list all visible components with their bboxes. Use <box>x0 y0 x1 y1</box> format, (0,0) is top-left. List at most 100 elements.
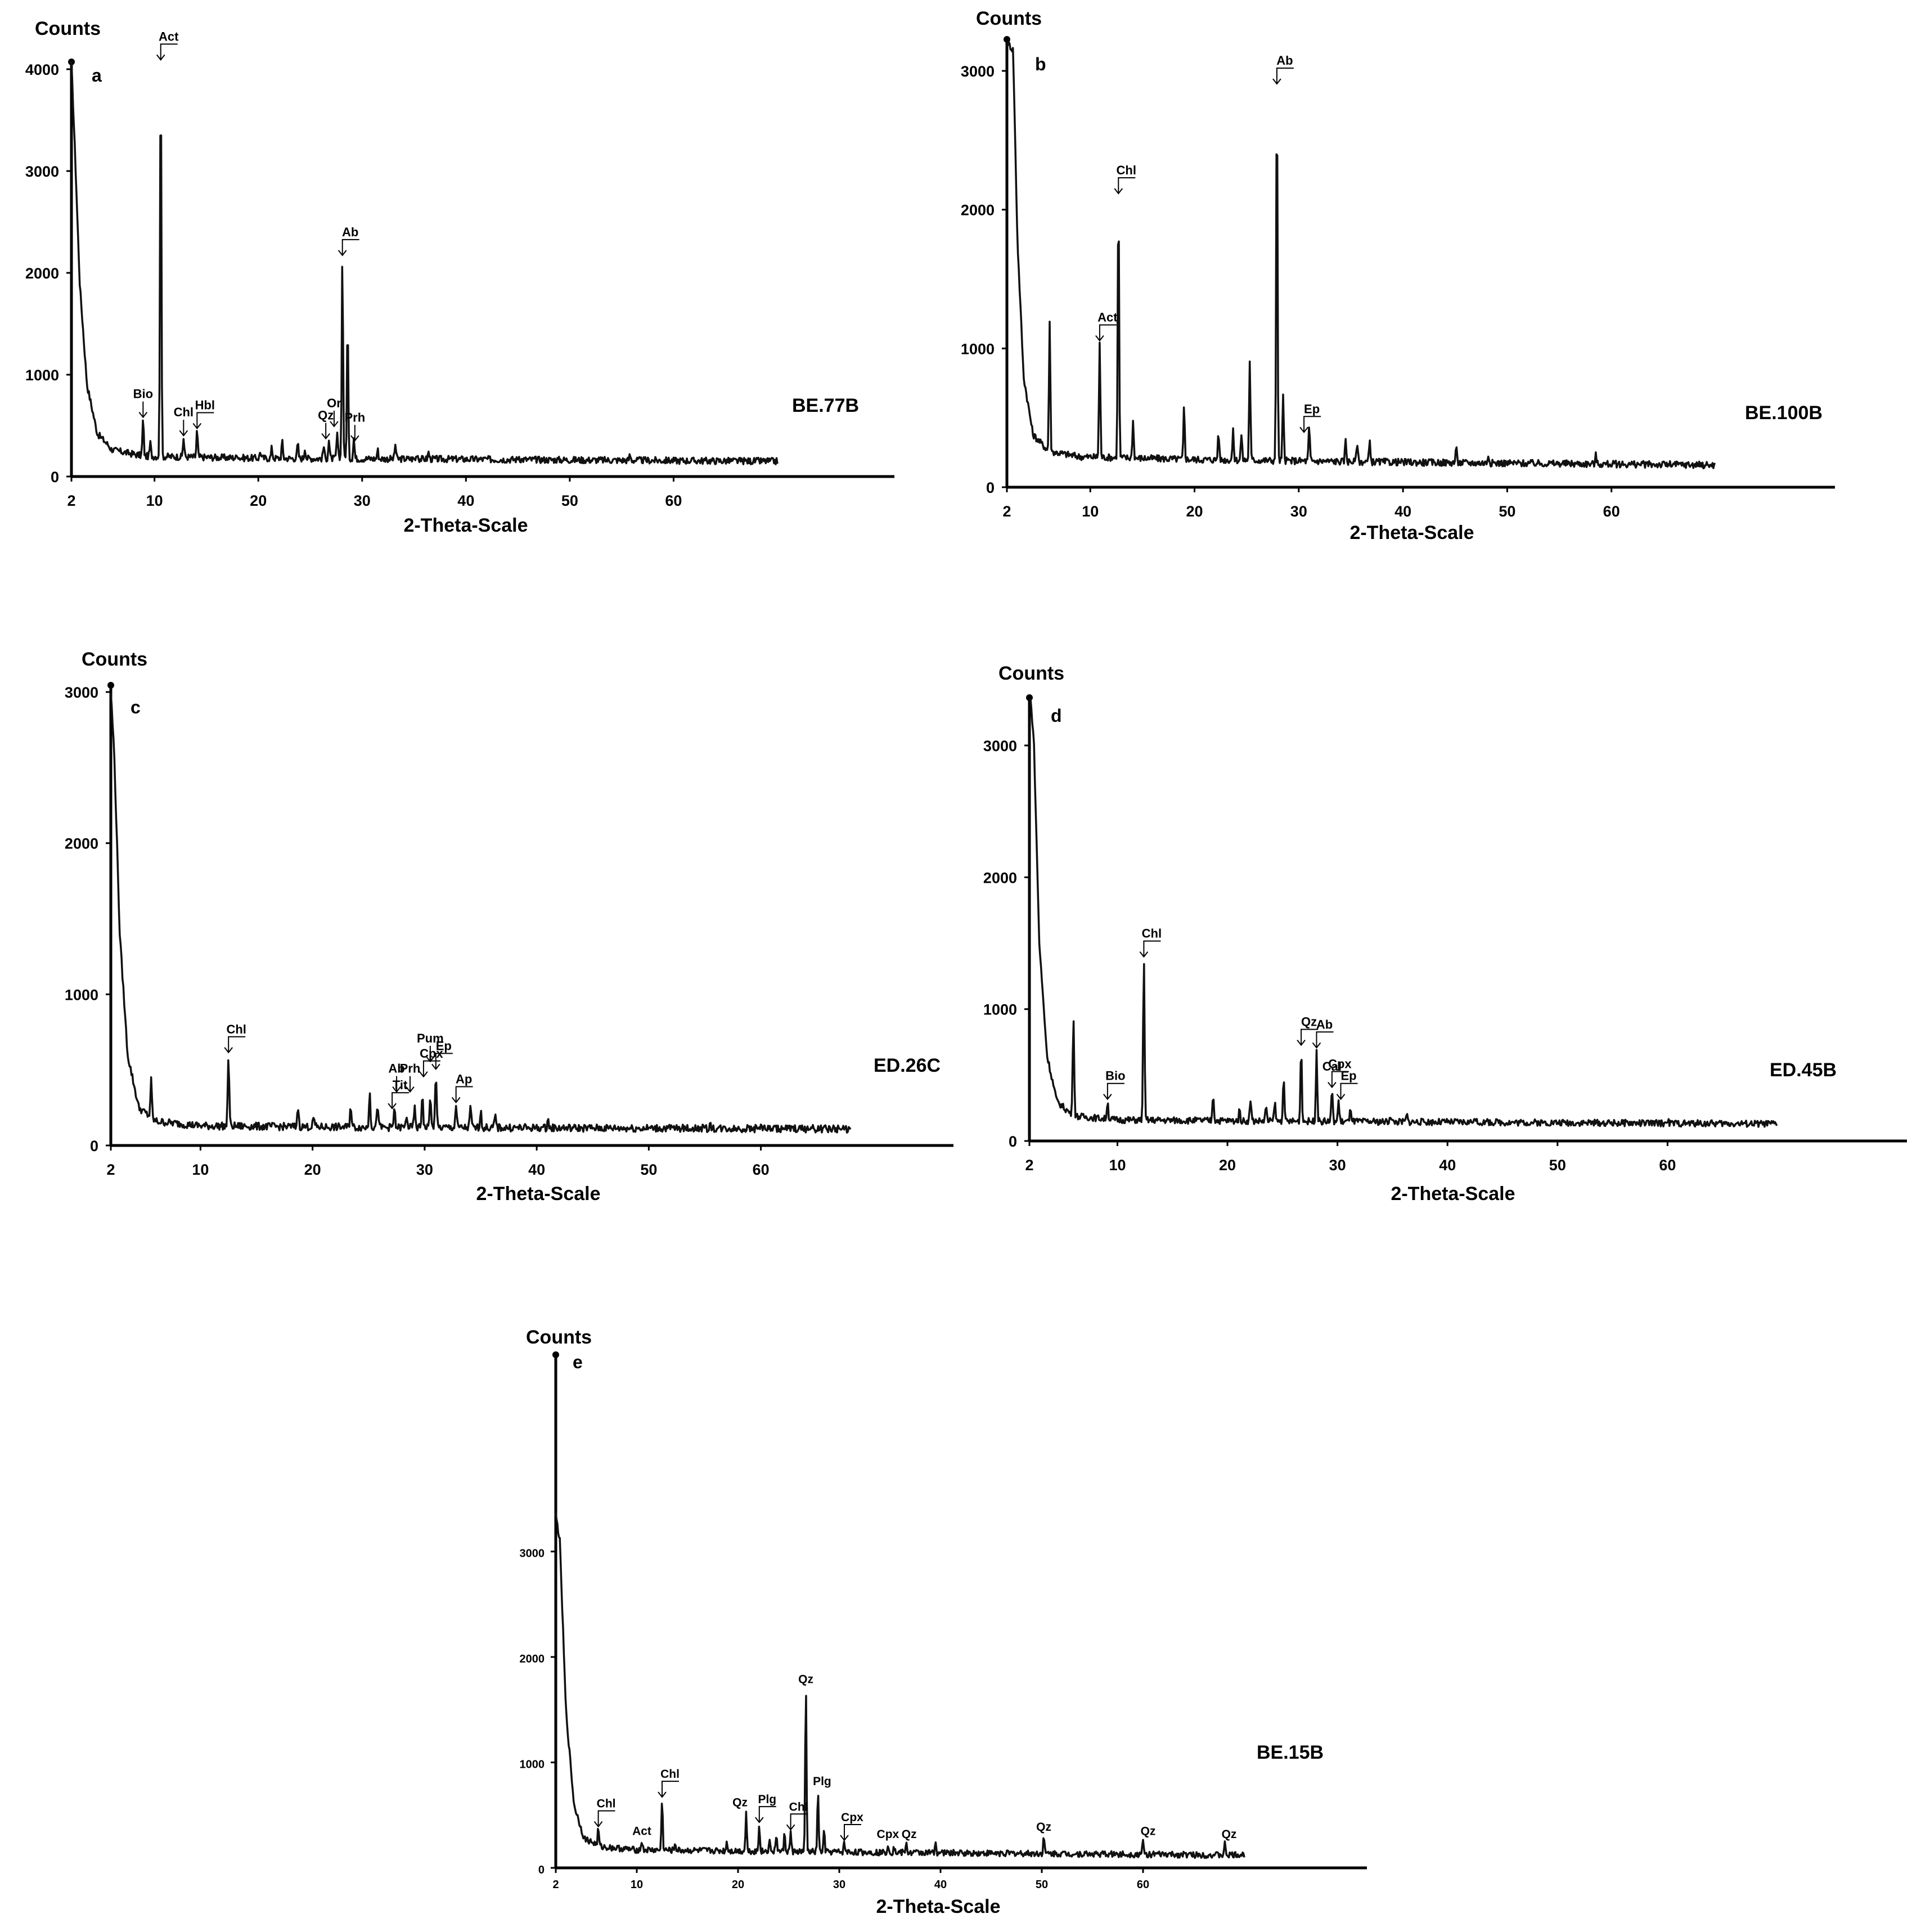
arrow-line <box>1316 1031 1334 1048</box>
peak-annotation: Chl <box>786 1800 808 1831</box>
peak-annotation: Plg <box>813 1775 831 1788</box>
arrow-head <box>431 1063 440 1070</box>
arrow-line <box>1143 940 1161 957</box>
peak-label: Chl <box>174 405 194 419</box>
peak-label: Ab <box>1316 1017 1333 1031</box>
x-tick-label: 2 <box>1025 1157 1033 1174</box>
y-tick-label: 3000 <box>983 738 1017 754</box>
arrow-head <box>1095 335 1104 342</box>
peak-label: Qz <box>798 1673 813 1686</box>
peak-label: Prh <box>345 410 366 424</box>
x-tick-label: 60 <box>1659 1157 1676 1174</box>
y-tick-label: 3000 <box>65 684 98 701</box>
peak-label: Qz <box>318 408 334 423</box>
peak-label: Qz <box>1301 1015 1317 1029</box>
peak-annotation: Chl <box>1114 163 1136 195</box>
x-tick-label: 30 <box>1329 1157 1346 1174</box>
arrow-line <box>435 1053 453 1070</box>
sample-label: BE.15B <box>1257 1742 1324 1763</box>
x-tick-label: 10 <box>1082 503 1099 520</box>
peak-annotation: Qz <box>1297 1015 1319 1046</box>
peak-label: Chl <box>1117 163 1136 177</box>
arrow-head <box>321 433 330 440</box>
arrow-head <box>138 412 148 419</box>
arrow-head <box>156 54 165 61</box>
peak-label: Plg <box>813 1775 831 1788</box>
y-tick-label: 2000 <box>520 1653 545 1665</box>
peak-annotation: Qz <box>1222 1828 1237 1841</box>
peak-annotation: Prh <box>345 410 366 442</box>
x-tick-label: 20 <box>250 492 267 509</box>
peak-label: Qz <box>732 1796 748 1809</box>
x-tick-label: 50 <box>1549 1157 1566 1174</box>
peak-label: Act <box>632 1825 651 1837</box>
y-tick-label: 1000 <box>983 1001 1017 1018</box>
peak-annotation: Ab <box>1312 1017 1334 1049</box>
peak-label: Bio <box>133 387 153 401</box>
diffraction-trace <box>110 693 852 1134</box>
peak-label: Chl <box>660 1768 680 1781</box>
peak-annotation: Chl <box>658 1768 680 1798</box>
x-tick-label: 50 <box>1499 503 1515 520</box>
peak-annotation: Qz <box>1036 1821 1051 1834</box>
x-tick-label: 40 <box>934 1879 947 1891</box>
x-tick-label: 40 <box>457 492 474 509</box>
arrow-head <box>330 421 339 428</box>
arrow-line <box>1301 1028 1319 1045</box>
arrow-head <box>1272 78 1281 85</box>
x-tick-label: 2 <box>67 492 75 509</box>
arrow-line <box>160 43 178 60</box>
x-axis-title: 2-Theta-Scale <box>1349 522 1474 543</box>
peak-annotation: Bio <box>133 387 153 419</box>
peak-label: Ap <box>456 1072 472 1086</box>
arrow-head <box>1312 1042 1321 1049</box>
panel-letter: c <box>131 697 141 717</box>
arrow-head <box>1336 1094 1346 1100</box>
sample-label: ED.45B <box>1770 1059 1837 1081</box>
arrow-head <box>1299 426 1308 433</box>
axis-end-dot <box>552 1351 559 1358</box>
y-tick-label: 2000 <box>25 265 59 282</box>
peak-label: Chl <box>226 1022 246 1036</box>
peak-annotation: Act <box>632 1825 651 1837</box>
peak-annotation: Ap <box>451 1072 473 1104</box>
arrow-head <box>840 1835 849 1841</box>
peak-annotation: Ab <box>388 1062 405 1093</box>
x-tick-label: 60 <box>665 492 682 509</box>
x-tick-label: 20 <box>1186 503 1203 520</box>
arrow-line <box>341 239 359 255</box>
panel-letter: d <box>1051 706 1062 726</box>
x-axis-title: 2-Theta-Scale <box>476 1183 600 1205</box>
peak-annotation: Chl <box>1139 927 1162 958</box>
arrow-line <box>844 1824 861 1841</box>
y-tick-label: 0 <box>986 479 995 496</box>
panel-letter: a <box>92 65 102 86</box>
peak-annotation: Plg <box>755 1793 776 1823</box>
panel-d: 2 10 20 30 40 50 60 0 1000 2000 3000 Counts d ED.45B 2… <box>983 663 1907 1205</box>
peak-label: Ep <box>1340 1069 1356 1083</box>
y-tick-label: 2000 <box>65 835 98 852</box>
y-tick-label: 0 <box>90 1138 98 1154</box>
y-tick-label: 1000 <box>961 340 995 357</box>
arrow-head <box>392 1086 401 1093</box>
arrow-line <box>1099 324 1117 341</box>
peak-annotation: Cpx <box>840 1811 863 1841</box>
diffraction-trace <box>70 61 779 466</box>
arrow-line <box>422 1060 440 1077</box>
peak-label: Ab <box>342 225 358 239</box>
peak-label: Cpx <box>1328 1057 1352 1071</box>
x-tick-label: 40 <box>1394 503 1411 520</box>
arrow-head <box>786 1824 795 1831</box>
peak-label: Ep <box>436 1039 452 1053</box>
arrow-head <box>658 1791 667 1798</box>
sample-label: BE.100B <box>1745 402 1823 424</box>
arrow-head <box>1103 1094 1112 1100</box>
arrow-line <box>392 1092 410 1109</box>
arrow-line <box>1331 1071 1349 1088</box>
arrow-line <box>758 1806 776 1823</box>
arrow-head <box>451 1097 461 1104</box>
arrow-head <box>593 1821 603 1828</box>
peak-label: Plg <box>758 1793 776 1806</box>
x-axis-title: 2-Theta-Scale <box>876 1896 1000 1917</box>
